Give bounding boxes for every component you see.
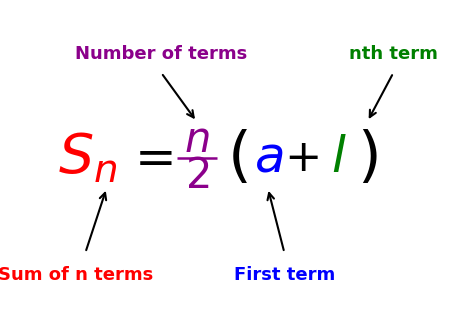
Text: $n$: $n$ bbox=[184, 119, 210, 161]
Text: nth term: nth term bbox=[349, 45, 438, 63]
Text: $=$: $=$ bbox=[125, 133, 173, 183]
Text: First term: First term bbox=[234, 266, 335, 284]
Text: $)$: $)$ bbox=[357, 128, 378, 188]
Text: $a$: $a$ bbox=[254, 133, 283, 183]
Text: Number of terms: Number of terms bbox=[75, 45, 247, 63]
Text: $($: $($ bbox=[227, 128, 247, 188]
Text: $2$: $2$ bbox=[184, 155, 209, 197]
Text: $S_n$: $S_n$ bbox=[58, 131, 117, 185]
Text: $+$: $+$ bbox=[283, 137, 319, 179]
Text: $l$: $l$ bbox=[331, 133, 347, 183]
Text: Sum of n terms: Sum of n terms bbox=[0, 266, 154, 284]
